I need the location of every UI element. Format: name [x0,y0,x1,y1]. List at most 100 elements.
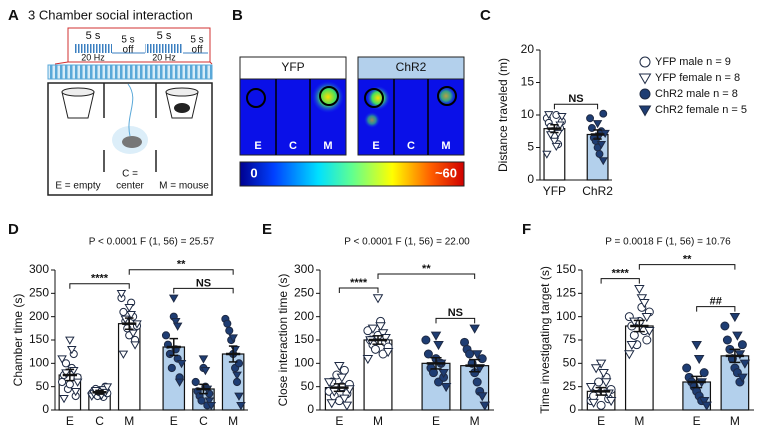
data-point [595,359,607,369]
data-point [59,394,69,404]
data-point [440,382,452,393]
significance-label: NS [448,307,463,319]
panel-letter: B [232,7,243,24]
pulse-train [145,44,183,53]
data-point [438,368,449,379]
y-tick-label: 200 [294,309,314,323]
data-point [596,400,606,410]
data-point [642,335,652,345]
data-point [549,137,560,146]
data-point [720,321,730,331]
freq-label: 20 Hz [152,52,176,62]
data-point [339,365,349,375]
significance-label: ** [683,254,692,266]
data-point [67,345,77,355]
panel-letter: F [522,221,531,238]
stimulus-mouse [174,103,190,113]
bracket [128,269,234,275]
data-point [174,378,185,387]
data-point [722,335,732,345]
bracket [435,317,476,324]
colorbar-max: ~60 [435,165,457,180]
significance-label: ** [177,259,186,271]
y-tick-label: 50 [563,356,577,370]
x-tick-label: E [66,414,74,428]
data-point [119,307,128,317]
bracket [553,103,599,110]
data-point [128,329,138,338]
bracket [377,273,476,279]
data-point [477,354,487,364]
data-point [596,140,607,150]
data-point [729,312,741,323]
bracket [600,278,640,284]
bracket [69,283,130,289]
data-point [545,131,556,140]
data-point [641,312,653,323]
data-point [471,350,483,360]
zone-label: E [372,140,379,152]
data-point [639,298,650,309]
panel-letter: A [8,7,19,24]
legend-label: YFP male n = 9 [655,56,731,68]
data-point [698,396,710,407]
data-point [225,326,234,335]
on-label: 5 s [86,30,101,42]
y-tick-label: 250 [294,286,314,300]
data-point [326,399,338,409]
data-point [65,380,74,389]
y-tick-label: 250 [29,286,49,300]
y-tick-label: 0 [42,402,49,416]
data-point [589,391,599,401]
stats-label: P < 0.0001 F (1, 56) = 25.57 [89,237,215,248]
y-tick-label: 300 [294,262,314,276]
data-point [544,111,554,120]
y-tick-label: 200 [29,309,49,323]
significance-label: ** [422,263,431,275]
data-point [197,396,206,405]
data-point [223,319,232,328]
light-stripe [47,64,213,80]
y-tick-label: 0 [527,172,534,186]
data-point [191,377,200,387]
data-point [476,392,488,402]
hotspot [436,86,456,106]
data-point [206,401,217,411]
zone-label: M = mouse [159,181,209,192]
header-label: ChR2 [396,60,427,74]
header-label: YFP [281,60,304,74]
x-tick-label: C [199,414,208,428]
data-point [598,368,609,379]
panel-b: B YFP ChR2 E C M E C M 0 ~60 [232,7,465,187]
data-point [172,322,183,331]
y-tick-label: 15 [521,75,535,89]
x-tick-label: E [335,414,343,428]
panel-letter: C [480,7,491,24]
data-point [472,377,482,387]
y-tick-label: 0 [307,402,314,416]
zone-label: M [441,140,450,152]
cup [61,87,95,97]
x-tick-label: E [693,414,701,428]
x-tick-label: M [124,414,134,428]
x-tick-label: E [432,414,440,428]
data-point [200,366,211,376]
x-tick-label: E [170,414,178,428]
panel-letter: E [262,221,272,238]
off-label: off [192,45,203,56]
x-tick-label: C [95,414,104,428]
cup-outline [246,88,266,108]
data-point [375,322,386,332]
significance-label: NS [196,277,211,289]
y-axis-label: Close interaction time (s) [276,274,290,407]
zone-label: center [116,181,144,192]
hotspot [312,81,344,113]
panel-letter: D [8,221,19,238]
data-point [594,377,604,387]
x-tick-label: M [470,414,480,428]
data-point [636,294,648,304]
data-point [334,361,345,372]
data-point [430,331,442,341]
data-point [234,359,244,368]
